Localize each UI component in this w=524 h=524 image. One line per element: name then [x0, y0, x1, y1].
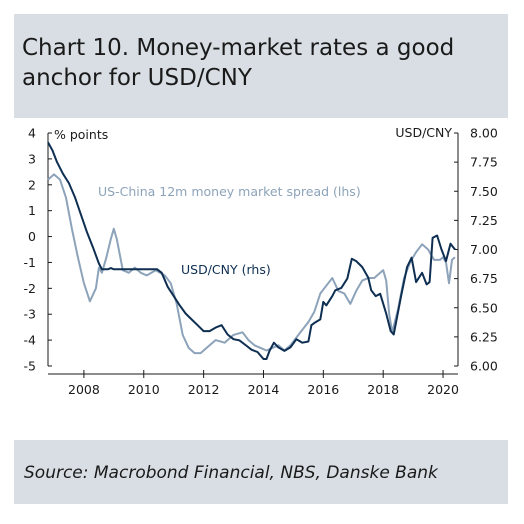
right-tick-label: 6.00 [470, 359, 498, 374]
right-tick-label: 8.00 [470, 126, 498, 141]
left-tick-label: 3 [28, 151, 36, 166]
left-tick-label: -2 [24, 281, 36, 296]
left-tick-label: -1 [24, 255, 36, 270]
x-tick-label: 2008 [68, 382, 100, 397]
right-tick-label: 7.00 [470, 242, 498, 257]
x-tick-label: 2010 [128, 382, 160, 397]
x-tick-label: 2018 [367, 382, 399, 397]
left-tick-label: -4 [24, 333, 37, 348]
annotation-usdcny: USD/CNY (rhs) [181, 262, 271, 277]
annotation-spread: US-China 12m money market spread (lhs) [98, 184, 361, 199]
right-tick-label: 7.75 [470, 155, 498, 170]
left-tick-group: 4 3 2 1 0 -1 -2 -3 -4 -5 [24, 126, 52, 374]
x-tick-label: 2014 [248, 382, 280, 397]
left-tick-label: 1 [28, 203, 36, 218]
right-tick-group: 8.00 7.75 7.50 7.25 7.00 6.75 6.50 6.25 6.00 [454, 126, 498, 374]
x-tick-label: 2020 [427, 382, 459, 397]
right-unit-label: USD/CNY [395, 125, 452, 140]
chart-title: Chart 10. Money-market rates a good anch… [22, 35, 455, 91]
left-tick-label: -3 [24, 307, 36, 322]
series-line-usdcny [47, 141, 456, 360]
right-tick-label: 6.75 [470, 271, 498, 286]
left-tick-label: -5 [24, 359, 36, 374]
x-tick-label: 2012 [188, 382, 220, 397]
right-tick-label: 6.25 [470, 329, 498, 344]
x-tick-group: 2008 2010 2012 2014 2016 2018 2020 [68, 370, 459, 397]
left-unit-label: % points [54, 127, 108, 142]
left-tick-label: 4 [28, 126, 36, 141]
right-tick-label: 6.50 [470, 300, 498, 315]
right-tick-label: 7.25 [470, 213, 498, 228]
source-note: Source: Macrobond Financial, NBS, Danske… [24, 463, 438, 483]
x-tick-label: 2016 [307, 382, 339, 397]
left-tick-label: 0 [28, 229, 36, 244]
left-tick-label: 2 [28, 177, 36, 192]
right-tick-label: 7.50 [470, 184, 498, 199]
